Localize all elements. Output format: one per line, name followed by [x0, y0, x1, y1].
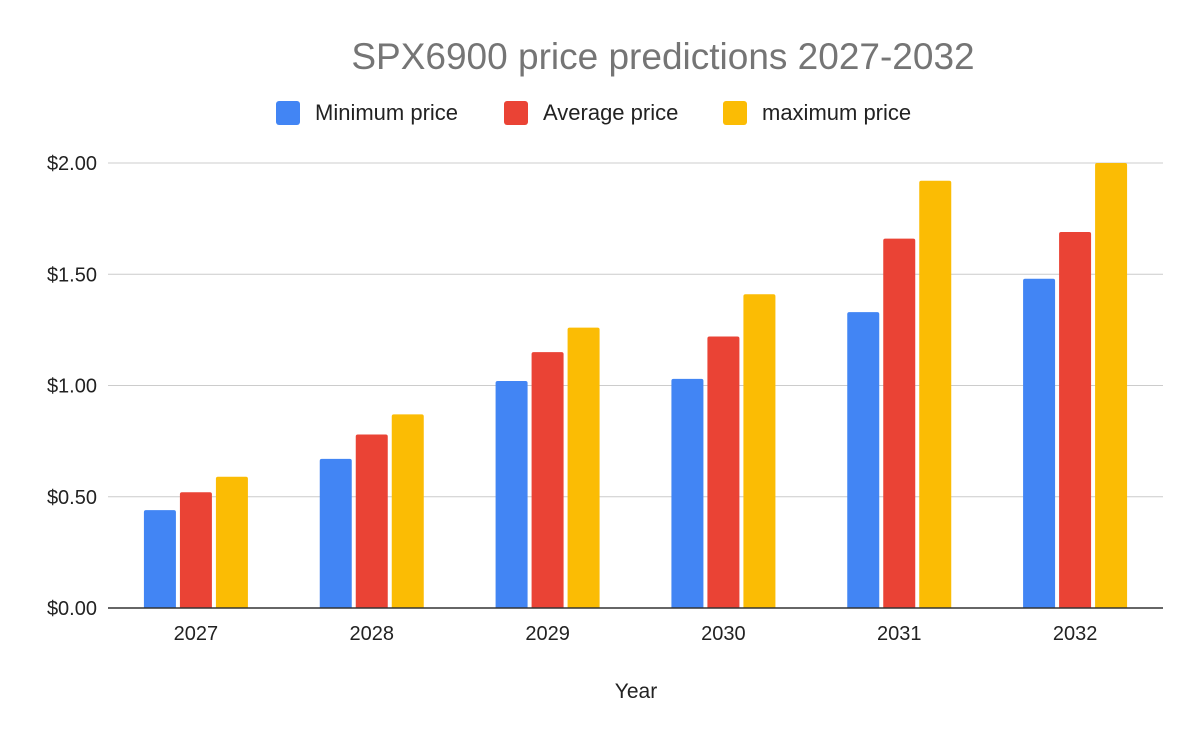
x-tick-label: 2029 [525, 623, 570, 645]
legend-swatch [723, 101, 747, 125]
legend-label: maximum price [762, 100, 911, 125]
y-tick-label: $1.00 [47, 376, 97, 398]
bar-average-price-2030 [707, 336, 740, 608]
bar-maximum-price-2029 [567, 327, 600, 608]
chart-title: SPX6900 price predictions 2027-2032 [351, 36, 974, 77]
bar-minimum-price-2028 [319, 458, 352, 608]
bar-average-price-2029 [531, 352, 564, 608]
y-axis-ticks: $0.00 $0.50 $1.00 $1.50 $2.00 [47, 153, 97, 620]
bar-maximum-price-2030 [743, 294, 776, 608]
bar-maximum-price-2027 [215, 476, 248, 608]
bar-average-price-2032 [1059, 231, 1092, 608]
legend-item: Minimum price [276, 100, 458, 125]
y-tick-label: $0.50 [47, 487, 97, 509]
legend-item: maximum price [723, 100, 911, 125]
legend-label: Minimum price [315, 100, 458, 125]
bar-minimum-price-2032 [1023, 278, 1056, 608]
bar-minimum-price-2031 [847, 312, 880, 608]
bar-average-price-2028 [355, 434, 388, 608]
bar-minimum-price-2029 [495, 381, 528, 608]
legend: Minimum price Average price maximum price [276, 100, 911, 125]
y-tick-label: $1.50 [47, 264, 97, 286]
bars [143, 163, 1128, 609]
bar-maximum-price-2032 [1095, 163, 1128, 608]
legend-item: Average price [504, 100, 678, 125]
legend-swatch [276, 101, 300, 125]
x-tick-label: 2030 [701, 623, 746, 645]
bar-minimum-price-2030 [671, 378, 704, 608]
bar-average-price-2031 [883, 238, 916, 608]
legend-swatch [504, 101, 528, 125]
x-axis-ticks: 2027 2028 2029 2030 2031 2032 [174, 623, 1098, 645]
bar-minimum-price-2027 [143, 510, 176, 608]
y-tick-label: $2.00 [47, 153, 97, 175]
x-tick-label: 2027 [174, 623, 219, 645]
x-tick-label: 2028 [350, 623, 395, 645]
bar-maximum-price-2031 [919, 180, 952, 609]
bar-average-price-2027 [179, 492, 212, 608]
x-axis-label: Year [615, 680, 657, 703]
grid-lines [108, 162, 1163, 498]
y-tick-label: $0.00 [47, 598, 97, 620]
bar-maximum-price-2028 [391, 414, 424, 608]
legend-label: Average price [543, 100, 678, 125]
x-tick-label: 2032 [1053, 623, 1098, 645]
x-tick-label: 2031 [877, 623, 922, 645]
